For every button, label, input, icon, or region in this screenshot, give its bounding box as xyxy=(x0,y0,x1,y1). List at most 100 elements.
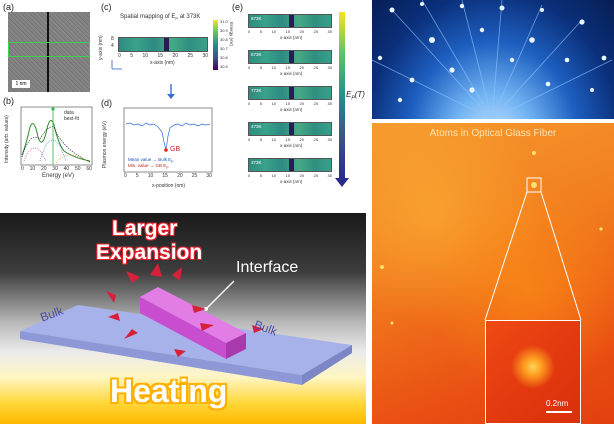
spectrum-svg xyxy=(20,106,93,166)
map-xtick: 10 xyxy=(142,53,148,59)
temp-xtick: 0 xyxy=(248,65,251,70)
spectrum-component-1 xyxy=(23,147,47,162)
spectrum-component-3 xyxy=(55,154,91,164)
profile-xtick: 30 xyxy=(206,173,212,179)
interface-label: Interface xyxy=(236,259,299,276)
panel-a-label: (a) xyxy=(3,2,14,12)
temp-map-tag: 673K xyxy=(251,52,262,57)
temp-map-873k: 873K 0 5 10 15 20 25 30 x-axis (nm) xyxy=(248,14,332,44)
zoom-source-atom xyxy=(531,182,537,188)
map-ytick: 4 xyxy=(111,43,114,49)
interface-front xyxy=(140,297,226,359)
temp-gb-stripe xyxy=(289,159,294,171)
zoom-scale-label: 0.2nm xyxy=(546,399,569,408)
temp-xtick: 10 xyxy=(271,29,276,34)
map-title: Spatial mapping of EP at 373K xyxy=(120,14,200,21)
note-min-sub: P xyxy=(166,165,169,170)
spectrum-xtick: 60 xyxy=(86,166,92,172)
ep-label-sub: P xyxy=(351,95,355,102)
temp-xtick: 30 xyxy=(327,65,332,70)
atoms-image: Atoms in Optical Glass Fiber 0.2nm xyxy=(372,123,614,424)
ep-arrow-head-icon xyxy=(335,178,349,187)
zoom-scale-bar xyxy=(546,411,572,413)
map-cbar-ticks: 31.0 30.9 30.8 30.7 30.6 30.5 xyxy=(220,19,228,69)
roi-box xyxy=(8,42,90,57)
arrow-right-4 xyxy=(174,349,186,357)
profile-note-min: Min. value → GB EP xyxy=(128,163,169,170)
atom-dots xyxy=(380,151,603,325)
temp-xtick: 30 xyxy=(327,101,332,106)
note-mean-text: Mean value → Bulk E xyxy=(128,157,172,162)
spectrum-fit-line xyxy=(21,126,91,163)
temp-xtick: 20 xyxy=(299,29,304,34)
profile-plot: Plasmon energy (eV) GB Mean value → Bulk… xyxy=(102,106,218,182)
profile-frame xyxy=(123,107,213,173)
temp-xtick: 30 xyxy=(327,137,332,142)
temp-xtick: 25 xyxy=(313,173,318,178)
profile-xticks: 0 5 10 15 20 25 30 xyxy=(124,173,212,179)
map-xtick: 15 xyxy=(157,53,163,59)
map-yticks: 8 4 xyxy=(111,36,114,49)
temp-xtick: 10 xyxy=(271,101,276,106)
atoms-title: Atoms in Optical Glass Fiber xyxy=(429,128,557,139)
temp-xtick: 20 xyxy=(299,173,304,178)
spectrum-xtick: 40 xyxy=(63,166,70,172)
temp-xtick: 10 xyxy=(271,173,276,178)
map-title-text: Spatial mapping of E xyxy=(120,14,176,20)
arrow-left-3 xyxy=(124,329,138,339)
temp-xtick: 0 xyxy=(248,29,251,34)
temp-gb-stripe xyxy=(289,123,294,135)
map-xtick: 25 xyxy=(187,53,193,59)
scale-bar: 1 nm xyxy=(12,80,30,88)
temp-xtick: 20 xyxy=(299,137,304,142)
spectrum-ylabel: Intensity (arb. values) xyxy=(4,115,10,163)
interface-side xyxy=(226,333,246,359)
cbar-tick: 30.6 xyxy=(220,55,228,60)
expansion-title-line2: Expansion xyxy=(96,241,203,264)
interface-top xyxy=(140,287,246,343)
arrow-up-2 xyxy=(126,271,140,283)
map-xticks: 0 5 10 15 20 25 30 xyxy=(118,53,208,59)
zoom-source-box xyxy=(526,177,542,193)
temp-xtick: 30 xyxy=(327,173,332,178)
panel-c-label: (c) xyxy=(101,2,112,12)
arrow-up-3 xyxy=(172,267,182,281)
map-ytick: 8 xyxy=(111,36,114,42)
temp-xtick: 20 xyxy=(299,101,304,106)
temp-xtick: 15 xyxy=(285,29,290,34)
panel-d-label: (d) xyxy=(101,98,112,108)
temp-xticks: 0 5 10 15 20 25 30 xyxy=(248,173,332,178)
arrow-right-1 xyxy=(192,305,206,313)
temp-xlabel: x-axis (nm) xyxy=(280,143,303,148)
spectrum-marker-dot xyxy=(51,107,55,111)
cbar-tick: 30.7 xyxy=(220,46,228,51)
profile-xlabel: x-position (nm) xyxy=(152,183,186,189)
fiber-tips xyxy=(377,2,607,103)
cbar-tick: 30.5 xyxy=(220,64,228,69)
spectrum-xtick: 0 xyxy=(21,166,24,172)
profile-ylabel: Plasmon energy (eV) xyxy=(102,121,108,168)
map-xtick: 20 xyxy=(172,53,178,59)
map-xtick: 5 xyxy=(130,53,133,59)
temp-map-673k: 673K 0 5 10 15 20 25 30 x-axis (nm) xyxy=(248,50,332,80)
spectrum-xlabel: Energy (eV) xyxy=(42,173,75,179)
temp-xlabel: x-axis (nm) xyxy=(280,71,303,76)
temp-map-image: 873K xyxy=(248,14,332,28)
temp-xtick: 25 xyxy=(313,137,318,142)
map-ylabel: y-axis (nm) xyxy=(98,35,104,60)
grain-boundary-line xyxy=(47,12,49,92)
fibers-svg xyxy=(372,0,613,119)
note-mean-sub: P xyxy=(171,159,174,164)
temp-xtick: 5 xyxy=(259,101,262,106)
spectrum-plot: Intensity (arb. values) data best-fit 0 … xyxy=(4,105,94,181)
zoom-line-right xyxy=(540,191,582,321)
temp-map-image: 473K xyxy=(248,122,332,136)
temp-xtick: 15 xyxy=(285,65,290,70)
ep-label-tail: (T) xyxy=(354,90,365,99)
spectrum-xtick: 30 xyxy=(52,166,58,172)
profile-svg xyxy=(123,107,213,173)
map-axes-icon xyxy=(111,60,122,70)
profile-note-mean: Mean value → Bulk EP xyxy=(128,157,174,164)
slab-side xyxy=(302,345,352,385)
temp-xtick: 25 xyxy=(313,29,318,34)
